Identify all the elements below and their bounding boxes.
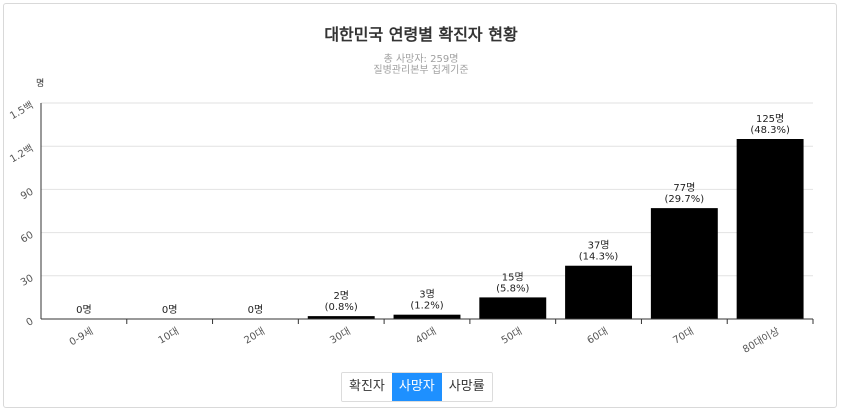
tab-fatality-rate[interactable]: 사망률 xyxy=(441,373,492,401)
data-label-count: 0명 xyxy=(248,304,264,316)
x-tick-label: 10대 xyxy=(156,325,181,346)
chart-card xyxy=(3,3,837,408)
data-label-count: 3명 xyxy=(419,289,435,301)
data-label-count: 0명 xyxy=(76,304,92,316)
metric-tabs: 확진자 사망자 사망률 xyxy=(341,372,493,402)
data-label-count: 37명 xyxy=(588,240,610,252)
y-tick-label: 0 xyxy=(24,316,35,329)
y-tick-label: 1.2백 xyxy=(8,142,36,165)
x-tick-label: 30대 xyxy=(328,325,353,346)
bar[interactable] xyxy=(393,314,461,319)
y-axis: 0 30 60 90 1.2백 1.5백 xyxy=(8,99,42,329)
bar[interactable] xyxy=(307,316,375,319)
data-label-percent: (29.7%) xyxy=(665,194,705,205)
chart-title: 대한민국 연령별 확진자 현황 xyxy=(324,25,518,44)
chart-subtitle-total: 총 사망자: 259명 xyxy=(383,54,459,65)
x-tick-label: 0-9세 xyxy=(67,325,95,348)
y-tick-label: 90 xyxy=(19,186,36,202)
x-tick-label: 20대 xyxy=(242,325,267,346)
x-tick-label: 50대 xyxy=(499,325,524,346)
data-label-percent: (48.3%) xyxy=(750,125,790,136)
tab-deaths[interactable]: 사망자 xyxy=(391,373,442,401)
data-label-count: 2명 xyxy=(333,290,349,302)
x-tick-label: 40대 xyxy=(414,325,439,346)
bar[interactable] xyxy=(479,297,547,319)
y-tick-label: 60 xyxy=(19,230,36,246)
x-axis: 0-9세 10대 20대 30대 40대 50대 60대 70대 80대이상 xyxy=(41,318,814,356)
data-label-percent: (0.8%) xyxy=(325,302,358,313)
y-axis-unit: 명 xyxy=(36,78,44,89)
x-tick-label: 80대이상 xyxy=(741,325,782,356)
data-label-count: 0명 xyxy=(162,304,178,316)
y-tick-label: 1.5백 xyxy=(8,99,36,122)
bar[interactable] xyxy=(650,208,718,319)
data-label-percent: (1.2%) xyxy=(410,301,443,312)
chart-subtitle-source: 질병관리본부 집계기준 xyxy=(373,65,469,76)
bar-chart: 명 0 30 60 90 1.2백 1.5백 0명 0명 0명 2명(0.8%) 3명(1.2%)… xyxy=(8,78,814,356)
bar[interactable] xyxy=(736,139,804,319)
data-label-count: 15명 xyxy=(502,271,524,283)
data-label-percent: (5.8%) xyxy=(496,283,529,294)
tab-confirmed[interactable]: 확진자 xyxy=(342,373,392,401)
y-tick-label: 30 xyxy=(19,273,36,289)
data-label-count: 77명 xyxy=(673,182,695,194)
data-label-percent: (14.3%) xyxy=(579,252,619,263)
data-labels: 0명 0명 0명 2명(0.8%) 3명(1.2%) 15명(5.8%) 37명(14.3%… xyxy=(76,113,790,316)
bar[interactable] xyxy=(565,265,633,319)
bars xyxy=(307,139,804,319)
data-label-count: 125명 xyxy=(756,113,784,125)
x-tick-label: 60대 xyxy=(585,325,610,346)
x-tick-label: 70대 xyxy=(671,325,696,346)
